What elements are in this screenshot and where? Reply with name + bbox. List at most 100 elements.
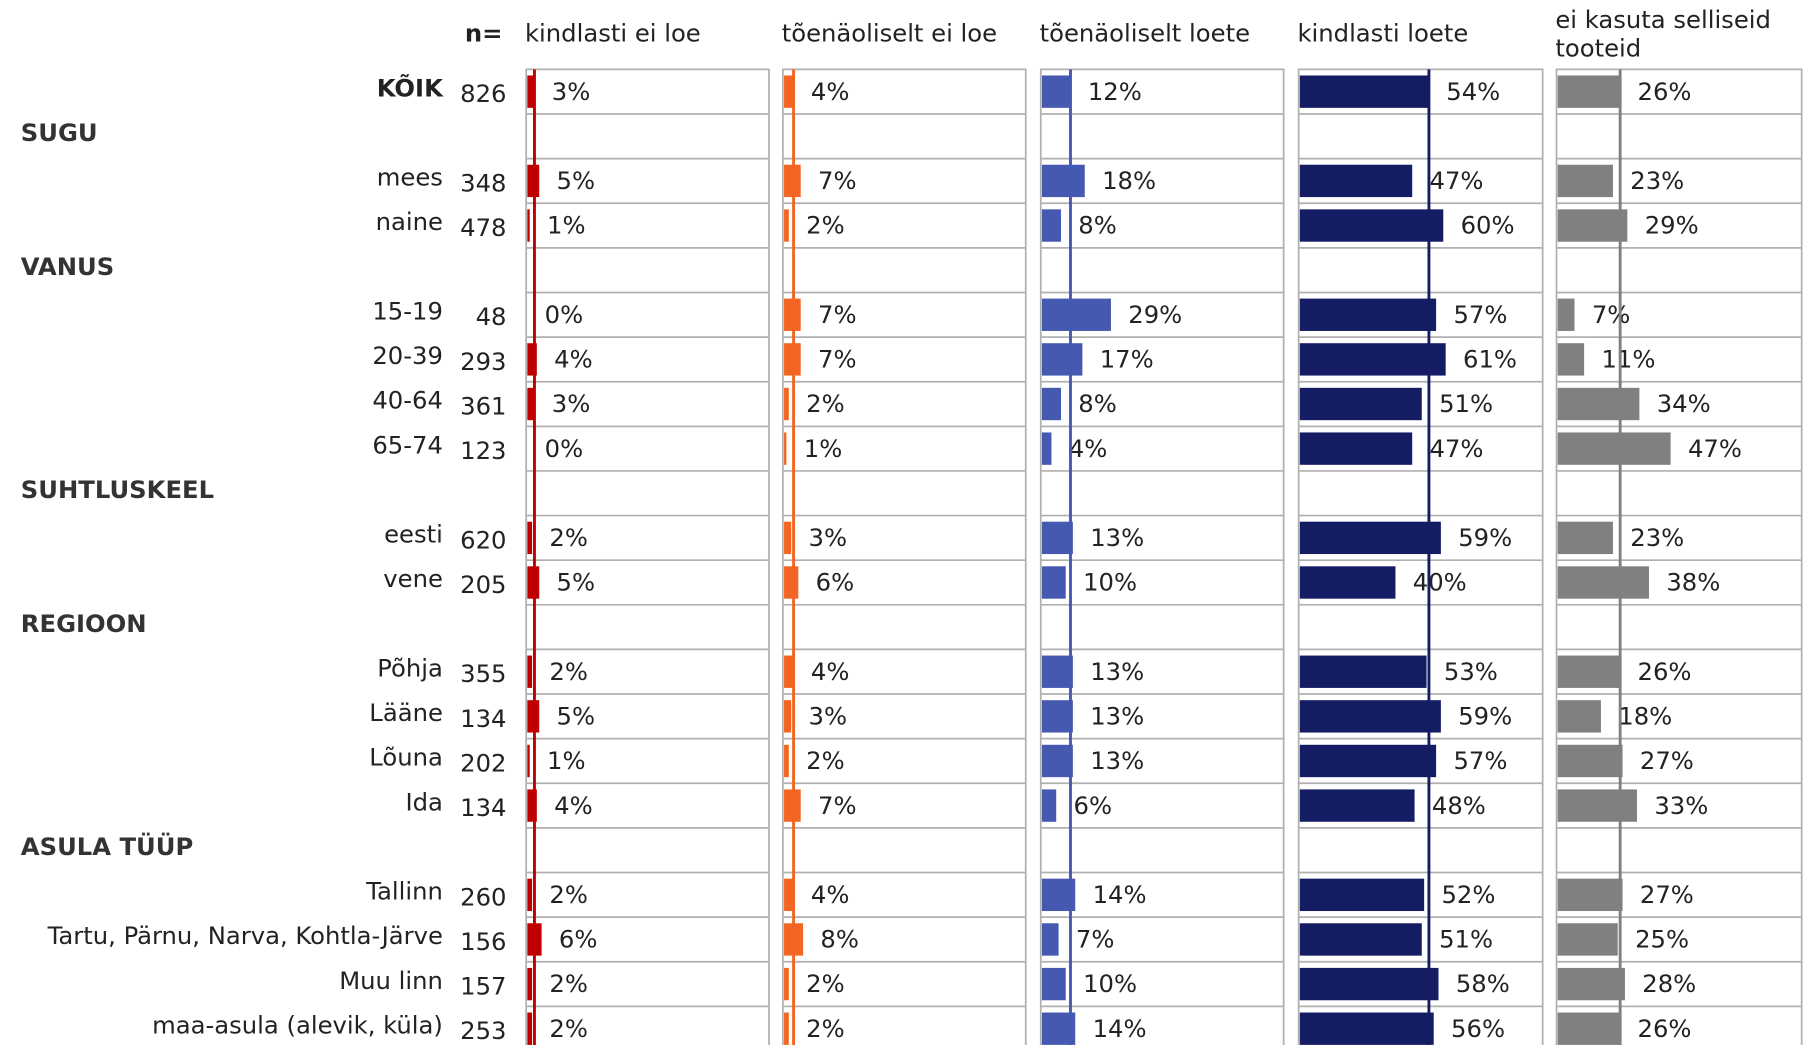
bar xyxy=(1041,566,1066,599)
value-label: 10% xyxy=(1083,568,1137,597)
bar xyxy=(1299,209,1444,242)
bar xyxy=(527,1012,533,1045)
value-label: 14% xyxy=(1093,1014,1147,1043)
bar xyxy=(784,744,789,778)
value-label: 28% xyxy=(1642,969,1696,998)
bar xyxy=(1299,164,1413,198)
value-label: 17% xyxy=(1100,345,1154,374)
value-label: 2% xyxy=(549,657,588,686)
value-label: 6% xyxy=(1074,791,1113,820)
n-value: 478 xyxy=(460,213,506,242)
category-label: Muu linn xyxy=(339,966,443,995)
bar xyxy=(1299,1012,1434,1045)
bar xyxy=(784,432,787,465)
bar xyxy=(1299,343,1446,376)
value-label: 25% xyxy=(1635,925,1689,954)
n-value: 260 xyxy=(460,882,506,911)
category-label: vene xyxy=(383,564,443,593)
column-header: kindlasti ei loe xyxy=(525,19,701,48)
value-label: 23% xyxy=(1630,523,1684,552)
value-label: 5% xyxy=(557,166,596,195)
bar xyxy=(1557,655,1621,688)
category-label: Põhja xyxy=(377,653,443,682)
value-label: 7% xyxy=(1592,300,1631,329)
bar xyxy=(527,789,537,822)
group-label: SUHTLUSKEEL xyxy=(21,475,214,504)
bar xyxy=(1041,700,1073,733)
bar xyxy=(1041,789,1057,822)
column-header: tõenäoliselt loete xyxy=(1040,19,1250,48)
value-label: 4% xyxy=(811,880,850,909)
value-label: 7% xyxy=(818,345,857,374)
bar xyxy=(1557,700,1601,733)
bar xyxy=(784,387,789,421)
category-label: 40-64 xyxy=(372,386,443,415)
value-label: 51% xyxy=(1439,389,1493,418)
bar xyxy=(527,967,533,1001)
value-label: 2% xyxy=(806,389,845,418)
value-label: 54% xyxy=(1446,77,1500,106)
bar xyxy=(784,1012,789,1045)
bar xyxy=(1041,387,1061,421)
bar xyxy=(784,209,789,242)
value-label: 2% xyxy=(549,523,588,552)
value-label: 11% xyxy=(1601,345,1655,374)
bar xyxy=(1299,967,1439,1001)
value-label: 4% xyxy=(1069,434,1108,463)
bar xyxy=(1557,521,1613,555)
bar xyxy=(784,75,794,108)
value-label: 4% xyxy=(554,345,593,374)
group-label: SUGU xyxy=(21,118,98,147)
value-label: 7% xyxy=(1076,925,1115,954)
value-label: 10% xyxy=(1083,969,1137,998)
bar xyxy=(1299,655,1427,688)
column-header: kindlasti loete xyxy=(1297,19,1468,48)
value-label: 3% xyxy=(552,389,591,418)
bar xyxy=(1299,432,1413,465)
value-label: 27% xyxy=(1640,880,1694,909)
category-label: eesti xyxy=(384,520,443,549)
n-header: n= xyxy=(465,19,503,48)
bar xyxy=(1299,521,1441,555)
value-label: 2% xyxy=(806,969,845,998)
value-label: 13% xyxy=(1090,746,1144,775)
n-value: 48 xyxy=(476,302,507,331)
value-label: 1% xyxy=(547,746,586,775)
bar xyxy=(1557,432,1671,465)
column-header: ei kasuta selliseid tooteid xyxy=(1555,5,1778,63)
value-label: 27% xyxy=(1640,746,1694,775)
category-label: Tallinn xyxy=(365,877,443,906)
bar xyxy=(1299,789,1415,822)
category-label: mees xyxy=(377,163,443,192)
group-label: ASULA TÜÜP xyxy=(21,831,193,861)
bar xyxy=(784,700,792,733)
value-label: 5% xyxy=(557,568,596,597)
bar xyxy=(1557,387,1640,421)
value-label: 0% xyxy=(545,300,584,329)
value-label: 1% xyxy=(804,434,843,463)
value-label: 26% xyxy=(1637,1014,1691,1043)
bar xyxy=(1557,298,1575,331)
bar xyxy=(527,75,535,108)
bar xyxy=(1557,923,1618,956)
value-label: 58% xyxy=(1456,969,1510,998)
value-label: 34% xyxy=(1657,389,1711,418)
bar xyxy=(1041,75,1071,108)
category-label: maa-asula (alevik, küla) xyxy=(152,1010,443,1039)
value-label: 57% xyxy=(1453,300,1507,329)
value-label: 38% xyxy=(1666,568,1720,597)
n-value: 355 xyxy=(460,659,506,688)
value-label: 7% xyxy=(818,166,857,195)
value-label: 8% xyxy=(820,925,859,954)
bar xyxy=(1557,789,1637,822)
bar xyxy=(1041,164,1085,198)
category-label: 65-74 xyxy=(372,430,443,459)
bar xyxy=(1041,209,1061,242)
value-label: 3% xyxy=(809,702,848,731)
bar xyxy=(1557,744,1623,778)
value-label: 2% xyxy=(549,880,588,909)
category-label: 20-39 xyxy=(372,341,443,370)
value-label: 23% xyxy=(1630,166,1684,195)
n-value: 123 xyxy=(460,436,506,465)
